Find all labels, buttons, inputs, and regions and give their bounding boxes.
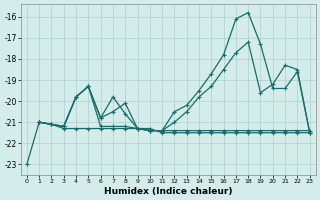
X-axis label: Humidex (Indice chaleur): Humidex (Indice chaleur) [104,187,233,196]
